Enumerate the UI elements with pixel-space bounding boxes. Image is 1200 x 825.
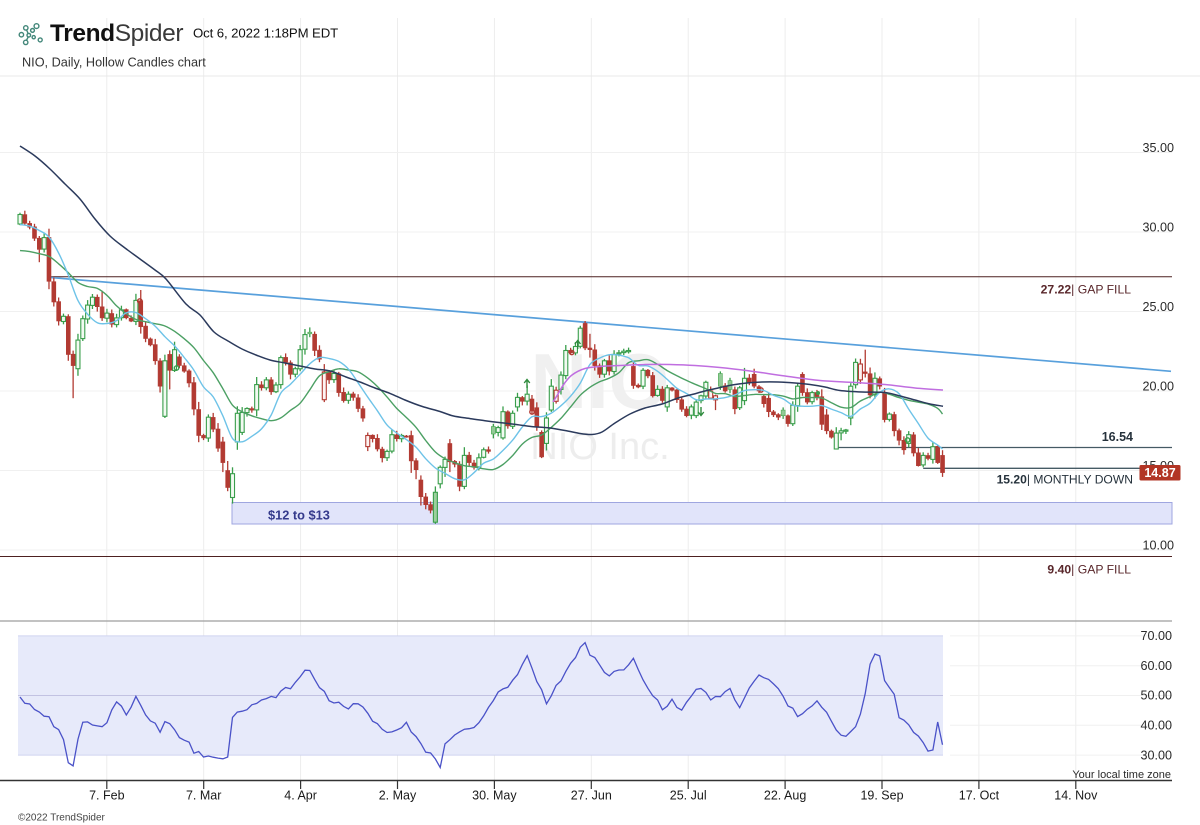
svg-text:2. May: 2. May (379, 789, 417, 803)
svg-text:27. Jun: 27. Jun (571, 789, 612, 803)
svg-text:60.00: 60.00 (1140, 659, 1172, 673)
svg-text:16.54: 16.54 (1102, 430, 1133, 444)
svg-text:©2022 TrendSpider: ©2022 TrendSpider (18, 813, 106, 824)
svg-text:20.00: 20.00 (1142, 380, 1174, 394)
svg-text:7. Feb: 7. Feb (89, 789, 124, 803)
svg-text:7. Mar: 7. Mar (186, 789, 221, 803)
svg-text:19. Sep: 19. Sep (860, 789, 903, 803)
svg-text:50.00: 50.00 (1140, 689, 1172, 703)
svg-text:30.00: 30.00 (1142, 221, 1174, 235)
svg-text:27.22| GAP FILL: 27.22| GAP FILL (1041, 283, 1132, 297)
svg-text:30.00: 30.00 (1140, 748, 1172, 762)
svg-text:TrendSpider: TrendSpider (50, 20, 183, 47)
svg-text:Oct 6, 2022 1:18PM EDT: Oct 6, 2022 1:18PM EDT (193, 26, 338, 41)
svg-text:25.00: 25.00 (1142, 300, 1174, 314)
svg-text:17. Oct: 17. Oct (959, 789, 1000, 803)
svg-text:10.00: 10.00 (1142, 539, 1174, 553)
svg-text:4. Apr: 4. Apr (284, 789, 317, 803)
svg-text:Your local time zone: Your local time zone (1072, 769, 1171, 781)
svg-text:25. Jul: 25. Jul (670, 789, 707, 803)
svg-text:15.20| MONTHLY DOWN: 15.20| MONTHLY DOWN (997, 473, 1133, 487)
svg-text:22. Aug: 22. Aug (764, 789, 806, 803)
svg-text:30. May: 30. May (472, 789, 517, 803)
svg-text:14.87: 14.87 (1144, 466, 1175, 480)
svg-text:14. Nov: 14. Nov (1054, 789, 1098, 803)
svg-text:$12 to $13: $12 to $13 (268, 507, 330, 522)
svg-text:9.40| GAP FILL: 9.40| GAP FILL (1047, 563, 1131, 577)
svg-text:70.00: 70.00 (1140, 629, 1172, 643)
svg-text:NIO, Daily, Hollow Candles cha: NIO, Daily, Hollow Candles chart (22, 56, 206, 70)
svg-text:35.00: 35.00 (1142, 141, 1174, 155)
svg-text:40.00: 40.00 (1140, 719, 1172, 733)
